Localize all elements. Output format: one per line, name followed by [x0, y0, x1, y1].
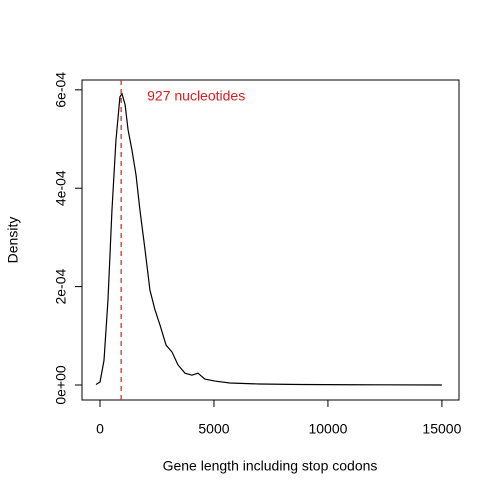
y-tick-label: 0e+00: [53, 365, 69, 405]
y-axis-label: Density: [5, 217, 21, 264]
density-line: [95, 92, 442, 386]
y-tick-label: 2e-04: [53, 268, 69, 304]
x-axis-label: Gene length including stop codons: [163, 458, 378, 474]
plot-box: [81, 79, 460, 401]
x-tick-label: 15000: [422, 421, 461, 437]
y-tick-label: 6e-04: [53, 72, 69, 108]
x-tick-label: 0: [96, 421, 104, 437]
x-tick-label: 10000: [308, 421, 347, 437]
x-tick-label: 5000: [198, 421, 229, 437]
annotation: 927 nucleotides: [147, 88, 245, 104]
y-tick-label: 4e-04: [53, 170, 69, 206]
